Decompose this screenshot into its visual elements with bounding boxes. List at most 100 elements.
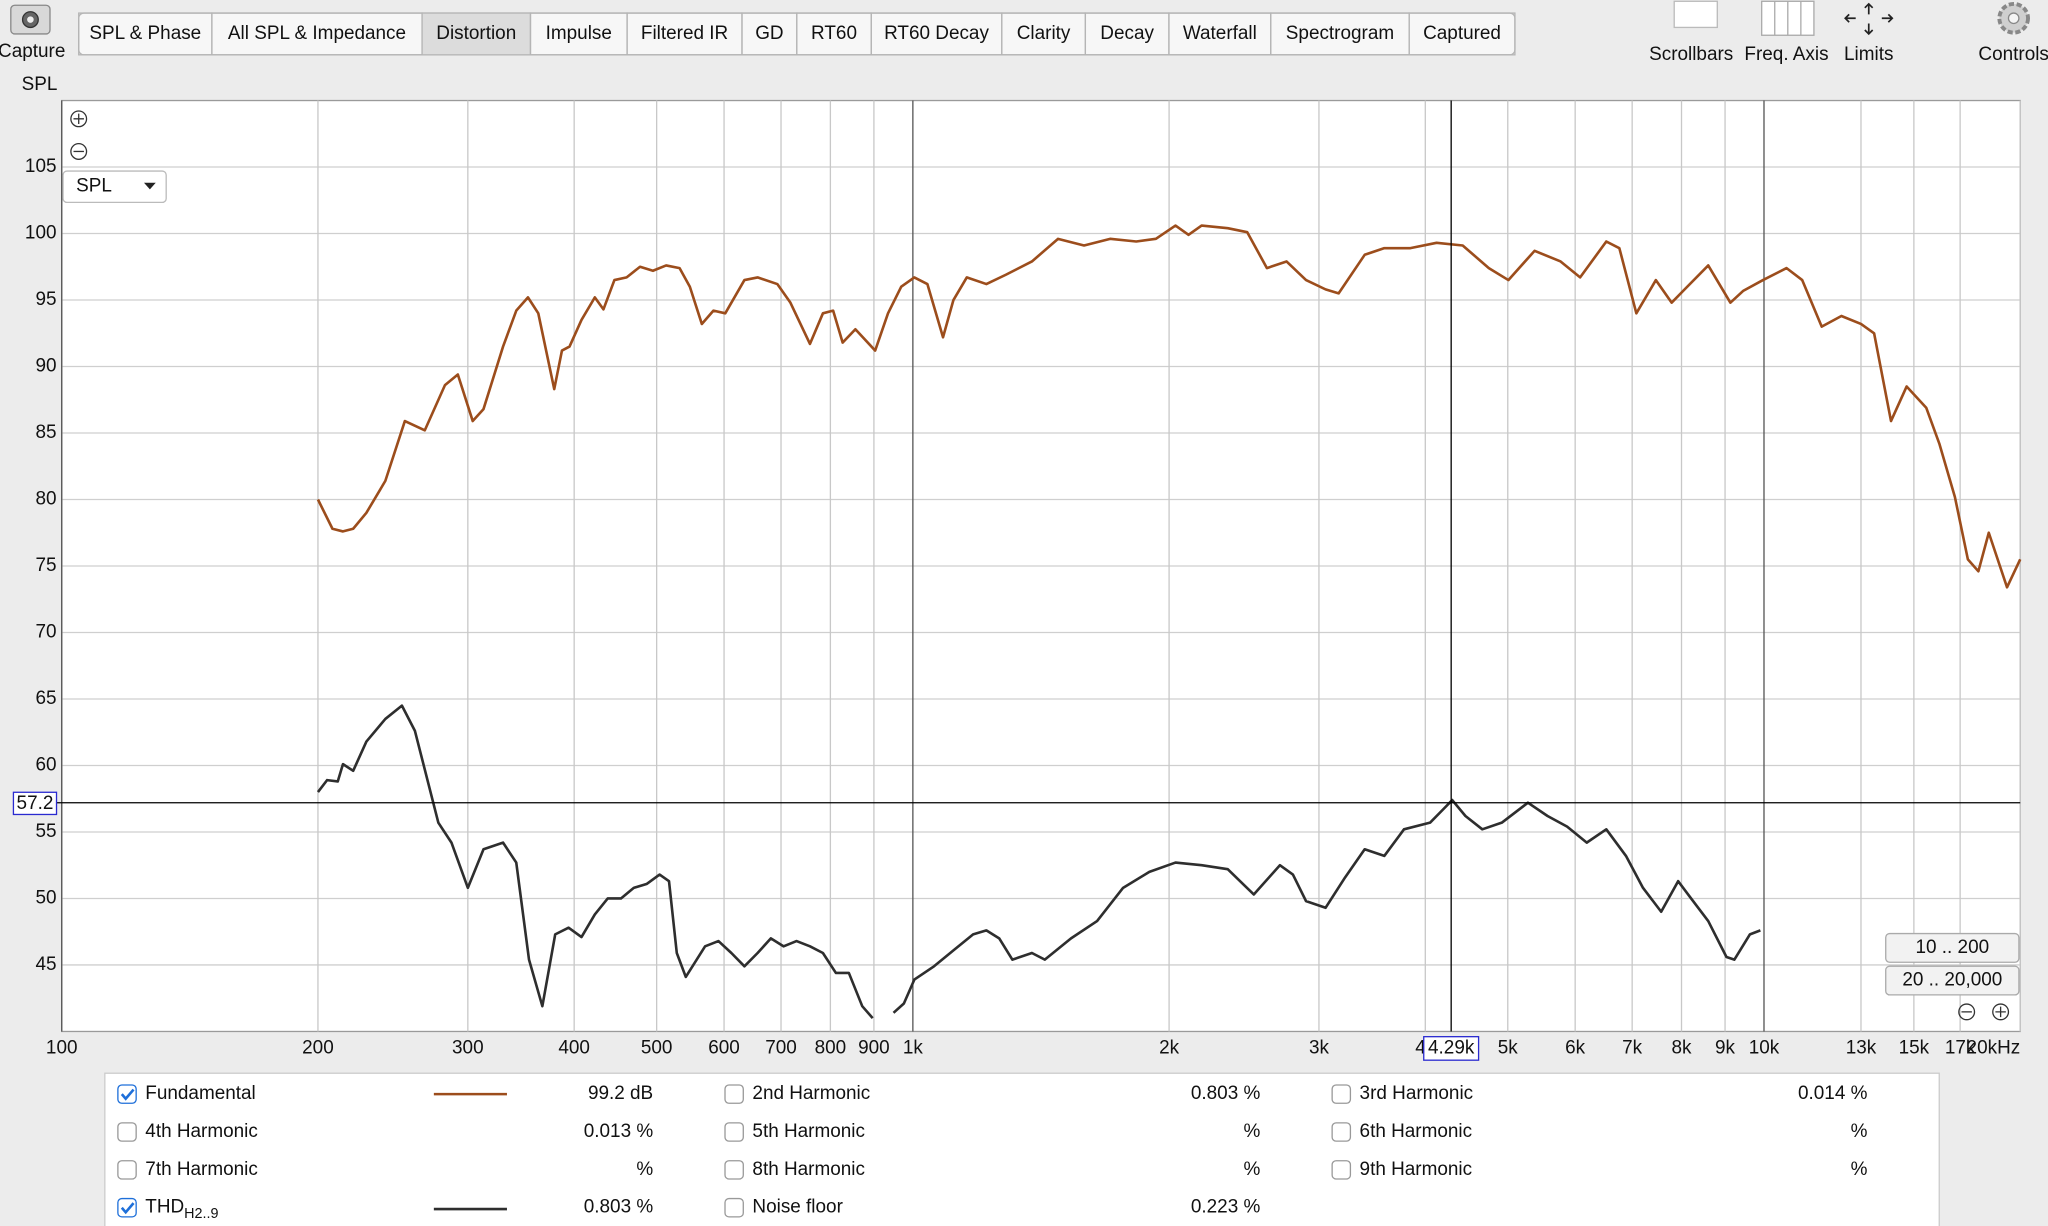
view-dropdown[interactable] [62, 170, 167, 204]
legend-name: 3rd Harmonic [1360, 1083, 1474, 1104]
x-tick-label: 10k [1749, 1037, 1780, 1058]
legend-checkbox[interactable] [724, 1197, 744, 1218]
x-tick-label: 20kHz [1967, 1037, 2021, 1058]
legend-name: 5th Harmonic [752, 1121, 865, 1142]
tool-label[interactable]: Freq. Axis [1744, 44, 1828, 65]
tab-label[interactable]: Spectrogram [1286, 23, 1394, 44]
y-tick-label: 70 [35, 621, 56, 642]
tab-label[interactable]: Decay [1100, 23, 1154, 44]
legend-checkbox[interactable] [1331, 1122, 1352, 1142]
controls-icon[interactable] [1997, 1, 2030, 35]
series-line [316, 704, 1761, 1020]
view-dropdown-label[interactable]: SPL [76, 176, 112, 197]
range-button-label[interactable]: 10 .. 200 [1915, 937, 1989, 958]
scrollbars-icon[interactable] [1673, 0, 1718, 29]
x-tick-label: 200 [302, 1037, 334, 1058]
legend-checkbox[interactable] [117, 1197, 137, 1218]
y-tick-label: 65 [35, 688, 56, 709]
legend-name: 9th Harmonic [1360, 1159, 1473, 1180]
zoom-in-x[interactable] [1992, 1003, 2010, 1021]
legend-readout: 99.2 dB [588, 1083, 653, 1104]
tab-label[interactable]: All SPL & Impedance [228, 23, 406, 44]
legend-readout: 0.803 % [584, 1197, 654, 1218]
legend-name: 6th Harmonic [1360, 1121, 1473, 1142]
tab-label[interactable]: GD [755, 23, 783, 44]
cursor-x-label: 4.29k [1428, 1037, 1475, 1058]
tab-label[interactable]: RT60 Decay [884, 23, 989, 44]
legend-check[interactable] [120, 1088, 135, 1101]
x-tick-label: 500 [641, 1037, 673, 1058]
legend-readout: % [1243, 1159, 1260, 1180]
tab-label[interactable]: Waterfall [1183, 23, 1257, 44]
legend-checkbox[interactable] [117, 1084, 137, 1104]
tab-label[interactable]: SPL & Phase [89, 23, 201, 44]
y-axis-label: SPL [22, 74, 58, 95]
x-tick-label: 1k [903, 1037, 924, 1058]
cursor-y-label: 57.2 [17, 793, 54, 814]
capture-icon[interactable] [10, 4, 51, 35]
tab-button[interactable] [421, 12, 532, 56]
legend-checkbox[interactable] [117, 1122, 137, 1142]
y-tick-label: 105 [25, 156, 57, 177]
toolbar: SPL & Phase All SPL & Impedance Distortion… [78, 12, 2048, 65]
legend-name: Noise floor [752, 1197, 842, 1218]
tool-label[interactable]: Limits [1844, 44, 1893, 65]
limits-icon[interactable] [1844, 2, 1894, 36]
tool-label[interactable]: Controls [1978, 44, 2048, 65]
range-buttons: 10 .. 200 20 .. 20,000 [1885, 932, 2020, 996]
legend-checkbox[interactable] [724, 1122, 744, 1142]
x-tick-label: 600 [708, 1037, 740, 1058]
legend-checkbox[interactable] [724, 1084, 744, 1104]
y-tick-label: 100 [25, 223, 57, 244]
tab-label[interactable]: Clarity [1017, 23, 1071, 44]
tool-label[interactable]: Scrollbars [1649, 44, 1733, 65]
series-line [316, 224, 2022, 589]
legend-readout: 0.223 % [1191, 1197, 1261, 1218]
range-button[interactable] [1885, 932, 2020, 963]
capture-label[interactable]: Capture [0, 41, 65, 62]
legend-readout: % [1851, 1159, 1868, 1180]
x-tick-label: 17k [1945, 1037, 1976, 1058]
x-tick-label: 300 [452, 1037, 484, 1058]
range-button-label[interactable]: 20 .. 20,000 [1902, 970, 2002, 991]
legend-checkbox[interactable] [1331, 1084, 1352, 1104]
x-tick-label: 400 [558, 1037, 590, 1058]
legend: Fundamental 99.2 dB 2nd Harmonic 0.803 % 3rd… [117, 1083, 1868, 1222]
curves [316, 224, 2022, 1020]
legend-panel [104, 1072, 1940, 1226]
legend-name: 2nd Harmonic [752, 1083, 870, 1104]
zoom-out[interactable] [70, 142, 88, 160]
legend-checkbox[interactable] [1331, 1160, 1352, 1180]
x-tick-label: 800 [815, 1037, 847, 1058]
legend-checkbox[interactable] [724, 1160, 744, 1180]
legend-name: 4th Harmonic [145, 1121, 258, 1142]
legend-name: 8th Harmonic [752, 1159, 865, 1180]
legend-readout: 0.013 % [584, 1121, 654, 1142]
x-tick-label: 6k [1565, 1037, 1586, 1058]
legend-name: Fundamental [145, 1083, 255, 1104]
y-tick-label: 50 [35, 887, 56, 908]
range-button[interactable] [1885, 965, 2020, 996]
x-tick-label: 700 [765, 1037, 797, 1058]
y-tick-label: 60 [35, 754, 56, 775]
freq-axis-icon[interactable] [1761, 0, 1815, 36]
legend-subscript: H2..9 [184, 1206, 218, 1222]
y-tick-label: 75 [35, 555, 56, 576]
tab-button[interactable] [1408, 12, 1516, 56]
legend-checkbox[interactable] [117, 1160, 137, 1180]
grid: 45 50 55 60 65 70 75 80 85 90 95 100 105 100 200 300 400… [25, 100, 2021, 1058]
tab-label[interactable]: Impulse [546, 23, 612, 44]
zoom-in[interactable] [70, 110, 88, 128]
y-tick-label: 55 [35, 821, 56, 842]
x-tick-label: 900 [858, 1037, 890, 1058]
legend-check[interactable] [120, 1202, 135, 1215]
x-tick-label: 7k [1622, 1037, 1643, 1058]
zoom-out-x[interactable] [1958, 1003, 1976, 1021]
tab-label[interactable]: Captured [1423, 23, 1501, 44]
tab-label[interactable]: RT60 [811, 23, 857, 44]
tab-label[interactable]: Distortion [436, 23, 516, 44]
x-tick-label: 9k [1715, 1037, 1736, 1058]
y-tick-label: 95 [35, 289, 56, 310]
tab-label[interactable]: Filtered IR [641, 23, 728, 44]
